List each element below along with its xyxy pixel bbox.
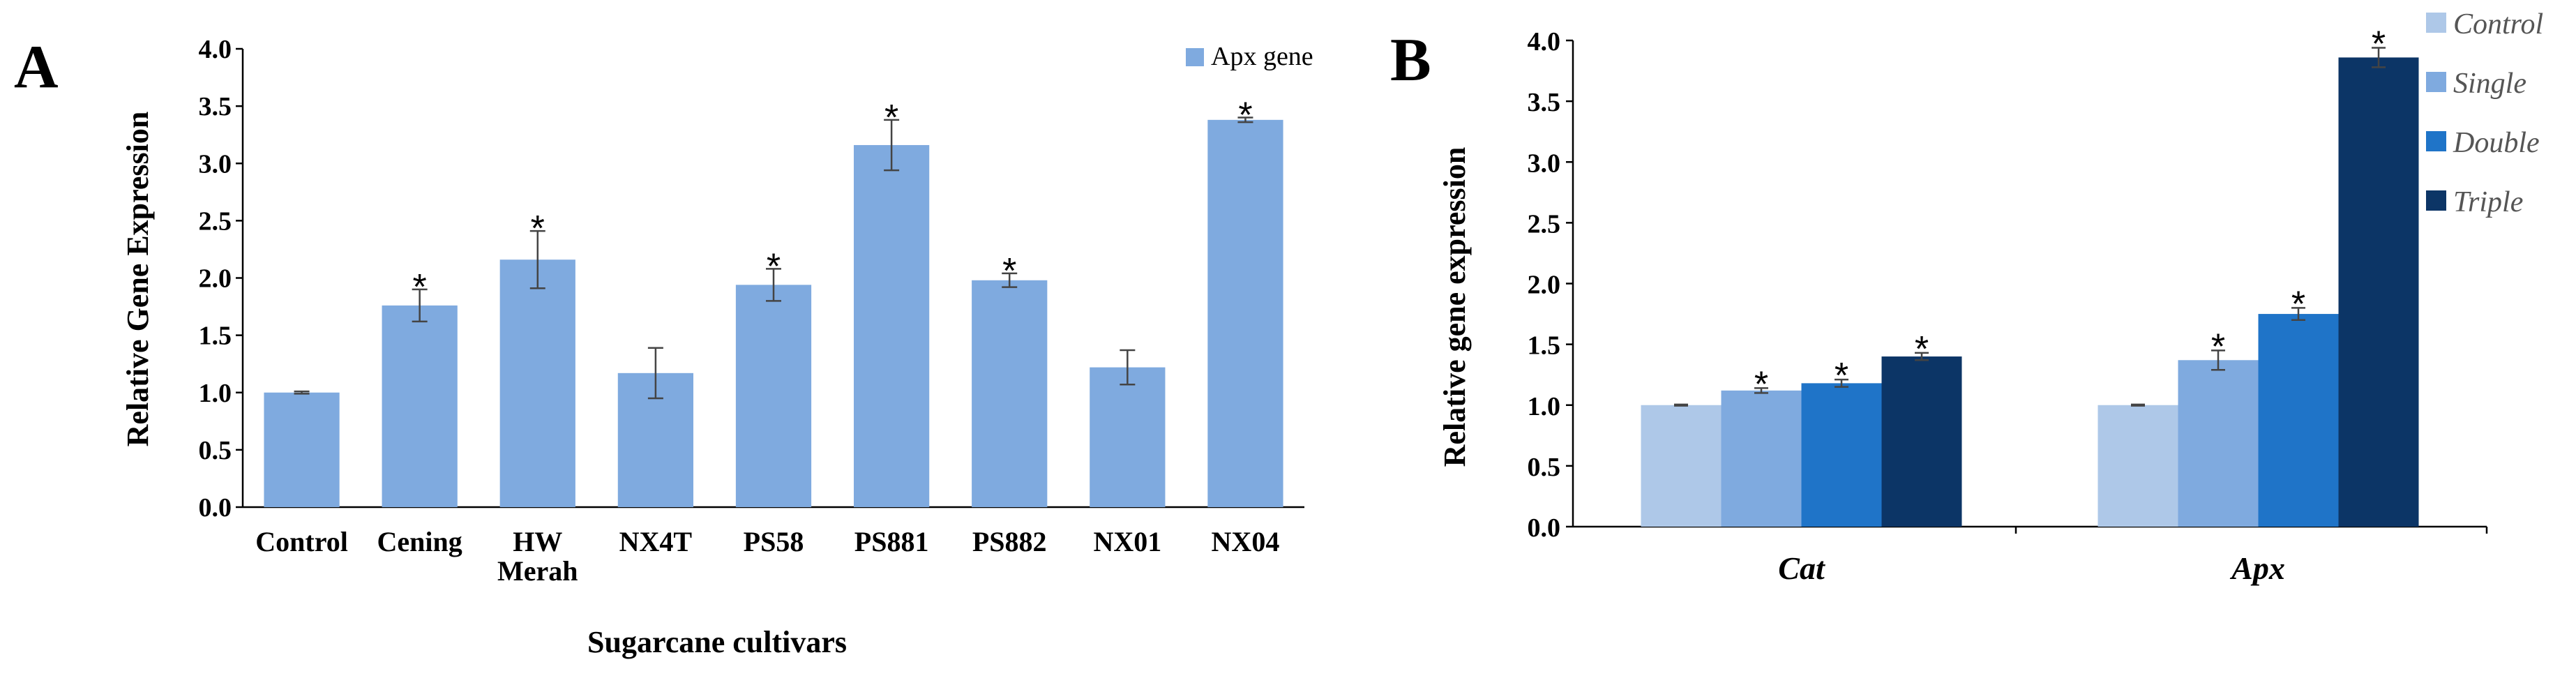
panel-b-y-ticks: 0.0 0.5 1.0 1.5 2.0 2.5 3.0 3.5 4.0	[1528, 27, 1573, 543]
panel-a-x-tick-label: Cening	[377, 526, 462, 557]
panel-a-x-tick-label: Merah	[497, 555, 578, 587]
panel-b-legend: Control Single Double Triple	[2426, 8, 2543, 218]
panel-b-significance-star: *	[2291, 284, 2305, 324]
panel-b-legend-swatch	[2426, 13, 2446, 33]
panel-b-legend-swatch	[2426, 72, 2446, 92]
panel-a-y-tick-label: 0.5	[199, 436, 232, 465]
panel-b-significance-star: *	[1835, 356, 1848, 396]
panel-a-y-tick-label: 1.5	[199, 322, 232, 351]
panel-b-x-tick-labels: Cat Apx	[1778, 550, 2285, 586]
panel-a-legend: Apx gene	[1186, 42, 1313, 71]
panel-b-bar	[2097, 405, 2178, 527]
panel-a-legend-label: Apx gene	[1211, 42, 1313, 71]
panel-a-x-tick-label: PS882	[972, 526, 1047, 557]
panel-a-y-ticks: 0.0 0.5 1.0 1.5 2.0 2.5 3.0 3.5 4.0	[199, 35, 243, 522]
panel-b-y-tick-label: 1.0	[1528, 392, 1561, 421]
panel-a-letter: A	[14, 33, 59, 101]
panel-b-significance-star: *	[1915, 329, 1929, 370]
panel-a-significance-star: *	[884, 98, 898, 138]
panel-b-bar	[1641, 405, 1722, 527]
panel-b-significance-star: *	[2211, 326, 2225, 367]
panel-b-x-tick-label: Apx	[2229, 550, 2285, 586]
panel-b-legend-label: Triple	[2453, 186, 2523, 218]
panel-a-bar	[382, 305, 458, 507]
panel-b-y-axis-title: Relative gene expression	[1438, 147, 1472, 467]
panel-a-bar	[1090, 367, 1166, 507]
panel-a-bar	[499, 259, 575, 507]
panel-a-y-tick-label: 4.0	[199, 35, 232, 64]
panel-a-x-tick-label: NX4T	[619, 526, 693, 557]
panel-a-y-tick-label: 0.0	[199, 493, 232, 522]
panel-a-y-tick-label: 2.0	[199, 264, 232, 294]
panel-b-bar	[2258, 314, 2339, 527]
panel-a-bar	[853, 144, 930, 508]
panel-b-bar	[2338, 57, 2419, 527]
panel-b-y-tick-label: 4.0	[1528, 27, 1561, 57]
panel-b-significance-star: *	[1754, 364, 1768, 405]
panel-b-significance-star: *	[2372, 24, 2386, 64]
panel-b-bar	[1881, 356, 1962, 527]
panel-b-letter: B	[1390, 27, 1431, 94]
panel-b-bars: * * * * * *	[1641, 24, 2419, 527]
panel-a-x-tick-label: HW	[513, 526, 562, 557]
panel-a-significance-star: *	[767, 246, 781, 287]
panel-a-bar	[972, 280, 1048, 507]
panel-a: A 0.0 0.5 1.0 1.5 2.0 2.5 3.0 3.5 4.0 * * * * * * Con…	[14, 33, 1313, 659]
panel-b-legend-swatch	[2426, 190, 2446, 211]
panel-a-y-tick-label: 3.0	[199, 149, 232, 179]
panel-a-y-tick-label: 2.5	[199, 206, 232, 236]
panel-a-significance-star: *	[1002, 251, 1016, 292]
panel-a-x-axis-title: Sugarcane cultivars	[587, 625, 847, 659]
panel-b-y-tick-label: 0.0	[1528, 513, 1561, 543]
panel-a-bar	[264, 392, 340, 507]
panel-b-legend-swatch	[2426, 131, 2446, 151]
panel-a-x-tick-label: NX04	[1212, 526, 1280, 557]
panel-a-y-tick-label: 1.0	[199, 379, 232, 408]
panel-a-y-tick-label: 3.5	[199, 92, 232, 121]
panel-b-bar	[1801, 383, 1882, 527]
panel-b-bar	[1721, 390, 1802, 527]
panel-b-y-tick-label: 2.5	[1528, 209, 1561, 239]
panel-a-x-tick-label: Control	[255, 526, 348, 557]
panel-b-legend-label: Double	[2453, 127, 2540, 159]
panel-b-y-tick-label: 1.5	[1528, 331, 1561, 361]
panel-b-y-tick-label: 3.5	[1528, 88, 1561, 117]
panel-b-bar	[2178, 360, 2259, 527]
panel-a-x-tick-label: NX01	[1093, 526, 1161, 557]
panel-a-bars: * * * * * *	[264, 96, 1283, 508]
panel-a-x-tick-label: PS58	[744, 526, 804, 557]
panel-b-legend-label: Control	[2453, 8, 2543, 40]
panel-a-x-tick-label: PS881	[854, 526, 929, 557]
panel-a-significance-star: *	[1238, 96, 1252, 136]
panel-a-significance-star: *	[531, 209, 545, 249]
panel-b-x-tick-label: Cat	[1778, 550, 1825, 586]
panel-b-legend-label: Single	[2453, 68, 2526, 100]
panel-a-bar	[735, 285, 812, 507]
panel-b-y-tick-label: 3.0	[1528, 149, 1561, 178]
panel-b-y-tick-label: 2.0	[1528, 271, 1561, 300]
panel-b-y-tick-label: 0.5	[1528, 453, 1561, 482]
panel-a-bar	[1207, 119, 1283, 507]
panel-b: B 0.0 0.5 1.0 1.5 2.0 2.5 3.0 3.5 4.0 * * * * * * Cat…	[1390, 8, 2543, 586]
panel-a-legend-swatch	[1186, 48, 1204, 66]
panel-a-y-axis-title: Relative Gene Expression	[121, 112, 155, 447]
panel-a-significance-star: *	[413, 267, 427, 308]
